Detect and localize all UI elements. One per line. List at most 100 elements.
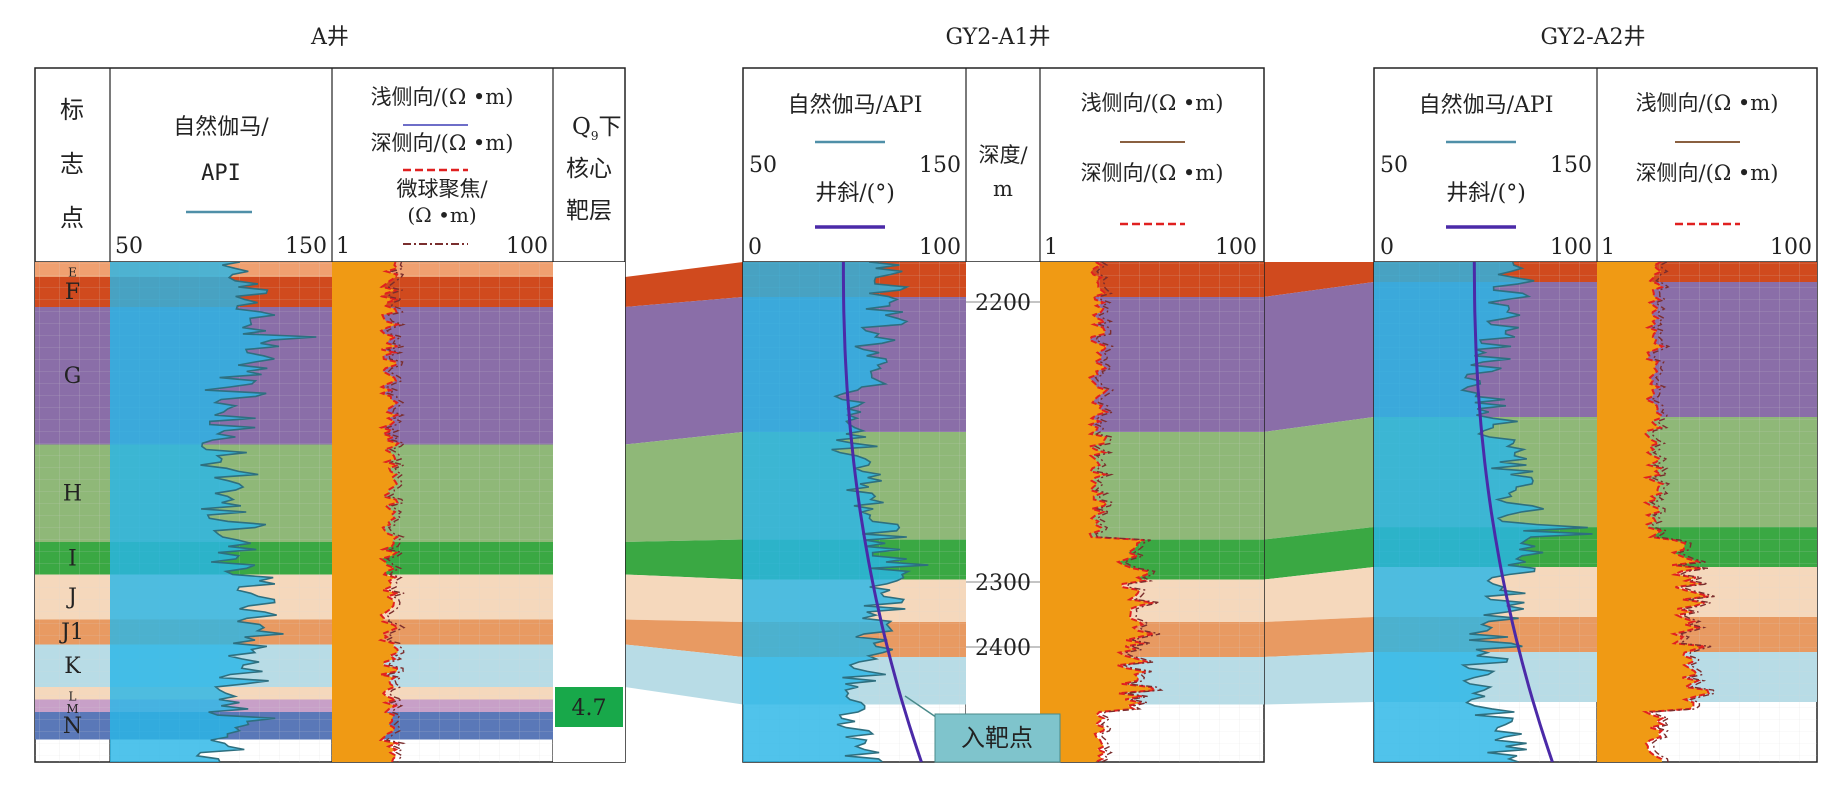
gamma-fill — [743, 262, 929, 762]
gamma-title: 自然伽马/ — [173, 115, 269, 140]
well-title-a: A井 — [310, 25, 349, 50]
correlation-band-G — [1264, 282, 1374, 432]
resistivity-fill — [1040, 262, 1156, 762]
correlation-band-I — [625, 539, 743, 580]
depth-ticks: 2200 2300 2400 — [966, 291, 1040, 661]
a1-res-min: 1 — [1044, 235, 1058, 260]
gamma-curve — [1459, 262, 1593, 762]
correlation-band-I — [1264, 527, 1374, 580]
gamma-scale-min: 50 — [115, 234, 143, 259]
a1-depth-unit: m — [993, 177, 1013, 201]
a2-dev-max: 100 — [1550, 235, 1592, 260]
gamma-unit: API — [201, 161, 241, 186]
a1-dev-min: 0 — [748, 235, 762, 260]
res-scale-min: 1 — [336, 234, 350, 259]
marker-label-E: E — [68, 266, 77, 280]
depth-tick-label: 2200 — [975, 291, 1031, 316]
target-value-box — [555, 687, 623, 727]
target-header-2: 核心 — [566, 156, 612, 182]
marker-header-1: 标 — [60, 96, 84, 124]
a2-res-max: 100 — [1770, 235, 1812, 260]
a2-dev-title: 井斜/(°) — [1446, 181, 1526, 206]
gamma-curve — [195, 262, 317, 762]
a1-dev-max: 100 — [919, 235, 961, 260]
resistivity-fill — [332, 262, 399, 762]
a2-res-shallow-label: 浅侧向/(Ω •m) — [1636, 91, 1779, 115]
well-title-gy2-a1: GY2-A1井 — [945, 25, 1050, 50]
target-entry-box — [934, 713, 1061, 763]
a2-gamma-title: 自然伽马/API — [1419, 93, 1554, 118]
well-gy2-a2-body — [1374, 262, 1817, 762]
res-micro-unit: (Ω •m) — [407, 203, 476, 227]
correlation-band-H — [1264, 417, 1374, 540]
marker-label-I: I — [68, 546, 77, 571]
a1-gamma-min: 50 — [749, 153, 777, 178]
well-gy2-a2-panel: 自然伽马/API 50 150 井斜/(°) 0 100 浅侧向/(Ω •m) … — [1373, 67, 1818, 763]
shallow-resistivity-curve — [1649, 262, 1716, 762]
gamma-fill — [1374, 262, 1593, 762]
target-header-q: Q9下 — [572, 114, 622, 143]
a1-gamma-max: 150 — [919, 153, 961, 178]
res-micro-label: 微球聚焦/ — [396, 177, 488, 201]
well-title-gy2-a2: GY2-A2井 — [1540, 25, 1645, 50]
depth-tick-label: 2300 — [975, 571, 1031, 596]
depth-tick-label: 2400 — [975, 636, 1031, 661]
marker-label-F: F — [65, 280, 80, 305]
target-header-3: 靶层 — [566, 198, 612, 224]
correlation-band-K — [625, 644, 743, 705]
well-a-panel: 标 志 点 自然伽马/ API 50 150 浅侧向/(Ω •m) 深侧向/(Ω… — [34, 67, 626, 763]
a2-res-deep-label: 深侧向/(Ω •m) — [1636, 161, 1779, 185]
marker-header-2: 志 — [60, 150, 84, 178]
correlation-bands — [625, 262, 1374, 705]
gamma-curve — [831, 262, 929, 762]
marker-label-M: M — [66, 702, 78, 716]
correlation-band-J — [625, 574, 743, 622]
a1-res-shallow-label: 浅侧向/(Ω •m) — [1081, 91, 1224, 115]
shallow-resistivity-curve — [384, 262, 407, 762]
target-entry-label: 入靶点 — [961, 724, 1033, 752]
deep-resistivity-curve — [1086, 262, 1159, 762]
correlation-band-F — [1264, 262, 1374, 297]
marker-label-J: J — [66, 585, 77, 610]
marker-header-3: 点 — [60, 204, 84, 232]
correlation-band-J1 — [1264, 617, 1374, 657]
gamma-scale-max: 150 — [285, 234, 327, 259]
a2-res-min: 1 — [1601, 235, 1615, 260]
res-shallow-label: 浅侧向/(Ω •m) — [371, 85, 514, 109]
marker-label-N: N — [63, 714, 82, 739]
well-gy2-a1-body — [743, 262, 1264, 762]
res-deep-label: 深侧向/(Ω •m) — [371, 131, 514, 155]
well-gy2-a1-panel: 自然伽马/API 50 150 井斜/(°) 0 100 深度/ m 浅侧向/(… — [742, 67, 1265, 763]
correlation-band-K — [1264, 652, 1374, 705]
a1-res-deep-label: 深侧向/(Ω •m) — [1081, 161, 1224, 185]
shallow-resistivity-curve — [1093, 262, 1164, 762]
a1-dev-title: 井斜/(°) — [815, 181, 895, 206]
marker-label-J1: J1 — [59, 620, 84, 645]
marker-label-G: G — [64, 364, 82, 389]
deep-resistivity-curve — [377, 262, 401, 762]
a2-dev-min: 0 — [1380, 235, 1394, 260]
a2-gamma-max: 150 — [1550, 153, 1592, 178]
deviation-curve — [841, 262, 923, 762]
deviation-curve — [1472, 262, 1554, 762]
correlation-band-F — [625, 262, 743, 307]
a2-gamma-min: 50 — [1380, 153, 1408, 178]
depth-track-bg — [966, 262, 1040, 762]
a1-depth-title: 深度/ — [978, 143, 1028, 167]
correlation-band-H — [625, 432, 743, 542]
marker-label-H: H — [63, 481, 82, 506]
target-value: 4.7 — [572, 696, 607, 721]
res-scale-max: 100 — [506, 234, 548, 259]
marker-label-L: L — [69, 689, 77, 703]
deep-resistivity-curve — [1641, 262, 1710, 762]
a1-res-max: 100 — [1215, 235, 1257, 260]
gamma-fill — [110, 262, 317, 762]
correlation-band-G — [625, 297, 743, 445]
marker-label-K: K — [64, 654, 81, 679]
target-track-bg — [553, 262, 625, 762]
correlation-band-J — [1264, 567, 1374, 622]
a1-gamma-title: 自然伽马/API — [788, 93, 923, 118]
